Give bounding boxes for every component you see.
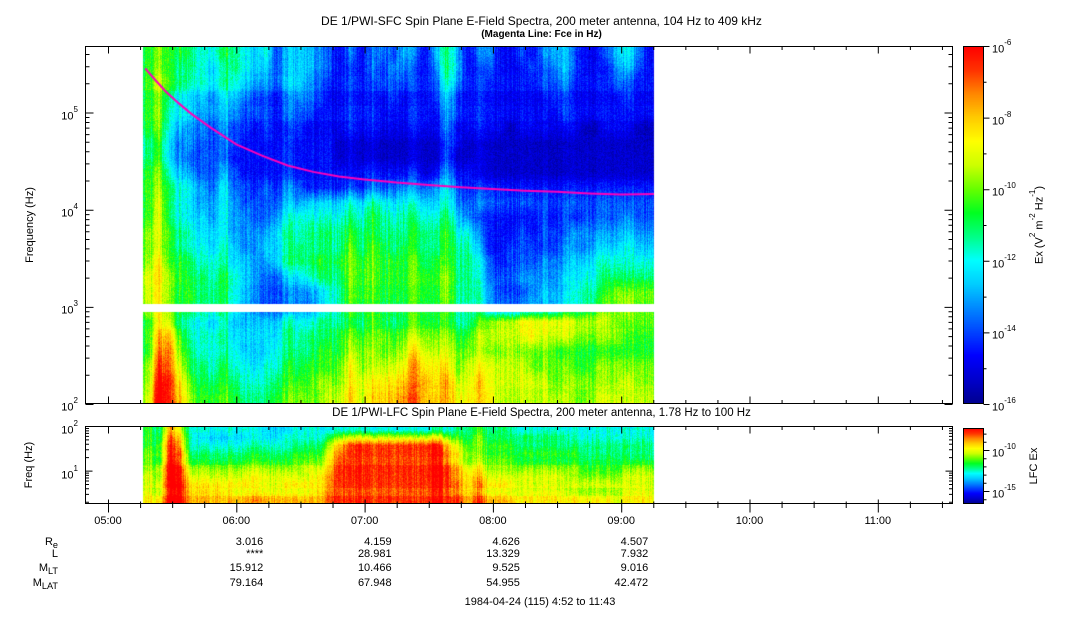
ephemeris-row-label: L [51,548,58,560]
sfc-y-axis-label: Frequency (Hz) [24,187,36,263]
sfc-colorbar [963,46,984,404]
lfc-y-tick-label: 101 [61,463,78,482]
sfc-colorbar-tick-label: 10-6 [992,38,1012,56]
ephemeris-value: 9.525 [492,562,520,574]
sfc-colorbar-tick-label: 10-10 [992,181,1016,199]
sfc-colorbar-label: Ex (V2 m-2 Hz-1) [1028,186,1046,265]
ephemeris-value: 4.159 [364,536,392,548]
ephemeris-row-label: Re [44,536,58,551]
sfc-colorbar-tick-label: 10-8 [992,109,1012,128]
sfc-colorbar-tick-label: 10-12 [992,252,1016,271]
sfc-y-tick-label: 105 [61,104,78,123]
lfc-colorbar [963,428,984,504]
sfc-colorbar-tick-label: 10-16 [992,396,1016,414]
time-tick-label: 06:00 [222,515,251,527]
date-caption: 1984-04-24 (115) 4:52 to 11:43 [464,596,616,608]
ephemeris-value: 67.948 [357,577,392,589]
ephemeris-value: 3.016 [235,536,264,548]
lfc-title: DE 1/PWI-LFC Spin Plane E-Field Spectra,… [332,407,751,419]
time-tick-label: 08:00 [479,515,507,527]
time-tick-label: 10:00 [735,515,764,527]
time-tick-label: 07:00 [350,515,379,527]
ephemeris-value: 54.955 [486,577,520,589]
time-tick-label: 11:00 [864,515,892,527]
ephemeris-value: 42.472 [614,577,649,589]
ephemeris-value: 9.016 [620,562,649,574]
ephemeris-value: 10.466 [357,562,392,574]
sfc-y-tick-label: 103 [61,298,78,317]
lfc-y-tick-label: 102 [61,419,78,437]
lfc-y-axis-label: Freq (Hz) [23,441,35,489]
ephemeris-value: 4.626 [492,536,520,548]
ephemeris-value: 13.329 [486,548,520,560]
sfc-colorbar-tick-label: 10-14 [992,324,1016,343]
time-tick-label: 05:00 [94,515,122,527]
ephemeris-value: 79.164 [229,577,264,589]
sfc-y-tick-label: 102 [61,396,78,414]
ephemeris-value: **** [246,548,264,560]
ephemeris-value: 15.912 [229,562,264,574]
ephemeris-value: 4.507 [620,536,649,548]
main-title: DE 1/PWI-SFC Spin Plane E-Field Spectra,… [321,14,762,28]
lfc-colorbar-tick-label: 10-10 [992,442,1016,460]
sfc-spectrogram-canvas [85,46,953,404]
sfc-y-tick-label: 104 [61,201,78,220]
ephemeris-row-label: MLAT [32,577,58,592]
lfc-spectrogram-canvas [85,426,953,504]
lfc-colorbar-tick-label: 10-15 [992,483,1016,501]
main-subtitle: (Magenta Line: Fce in Hz) [481,29,602,40]
ephemeris-row-label: MLT [38,562,58,577]
ephemeris-value: 7.932 [620,548,649,560]
time-tick-label: 09:00 [607,515,635,527]
ephemeris-value: 28.981 [357,548,392,560]
